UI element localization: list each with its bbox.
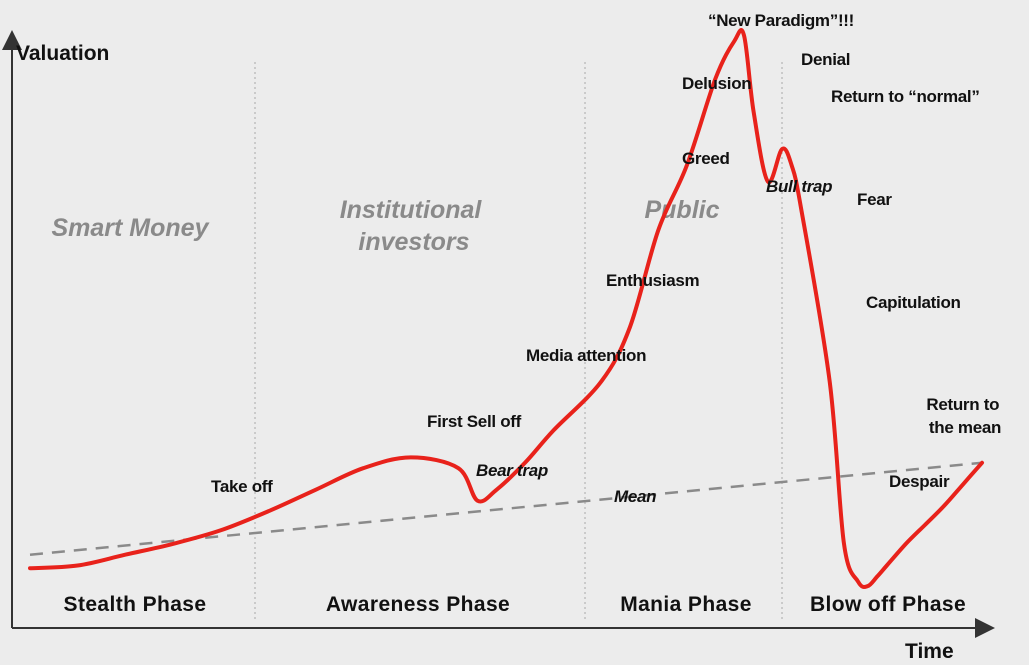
phase-awareness: Awareness Phase bbox=[326, 593, 510, 616]
annotation-greed: Greed bbox=[682, 149, 730, 168]
annotation-take-off: Take off bbox=[211, 477, 273, 496]
annotation-bull-trap: Bull trap bbox=[766, 177, 832, 196]
phase-blow-off: Blow off Phase bbox=[810, 593, 966, 616]
group-institutional: Institutional investors bbox=[340, 196, 489, 256]
annotation-return-to-mean: Return to the mean bbox=[926, 395, 1003, 437]
phase-stealth: Stealth Phase bbox=[64, 593, 207, 616]
label-mean: Mean bbox=[614, 487, 656, 506]
annotation-denial: Denial bbox=[801, 50, 850, 69]
annotation-media-attention: Media attention bbox=[526, 346, 646, 365]
valuation-curve bbox=[28, 28, 984, 589]
y-axis-title: Valuation bbox=[16, 42, 109, 65]
annotation-delusion: Delusion bbox=[682, 74, 751, 93]
annotation-new-paradigm: “New Paradigm”!!! bbox=[708, 11, 854, 30]
annotation-despair: Despair bbox=[889, 472, 950, 491]
annotation-capitulation: Capitulation bbox=[866, 293, 961, 312]
group-public: Public bbox=[644, 196, 719, 224]
annotation-fear: Fear bbox=[857, 190, 892, 209]
annotation-bear-trap: Bear trap bbox=[476, 461, 548, 480]
annotation-return-to-normal: Return to “normal” bbox=[831, 87, 980, 106]
phase-mania: Mania Phase bbox=[620, 593, 752, 616]
group-smart-money: Smart Money bbox=[52, 214, 210, 242]
annotation-enthusiasm: Enthusiasm bbox=[606, 271, 700, 290]
x-axis-title: Time bbox=[905, 640, 954, 663]
annotation-first-sell-off: First Sell off bbox=[427, 412, 522, 431]
